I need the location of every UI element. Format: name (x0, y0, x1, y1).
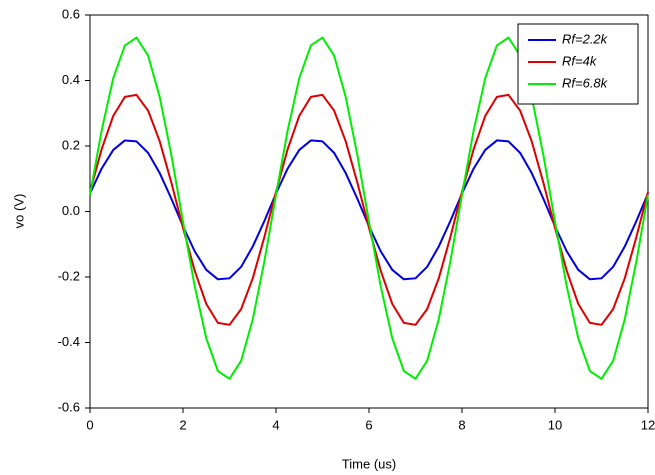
legend-box (517, 23, 639, 105)
y-tick-label: -0.2 (58, 268, 80, 283)
y-tick-label: 0.6 (62, 6, 80, 21)
x-tick-label: 12 (641, 417, 655, 432)
x-tick-label: 8 (458, 417, 465, 432)
x-tick-label: 6 (365, 417, 372, 432)
data-line (89, 93, 649, 326)
y-axis-title: vo (V) (11, 194, 26, 229)
y-tick-label: -0.6 (58, 399, 80, 414)
legend-label: Rf=2.2k (562, 31, 609, 46)
data-line (89, 36, 649, 380)
y-tick-label: -0.4 (58, 334, 80, 349)
y-tick-label: 0.4 (62, 72, 80, 87)
x-tick-label: 0 (86, 417, 93, 432)
x-tick-label: 2 (179, 417, 186, 432)
legend-label: Rf=6.8k (562, 75, 609, 90)
y-tick-label: 0.2 (62, 137, 80, 152)
legend-label: Rf=4k (562, 53, 598, 68)
x-tick-label: 4 (272, 417, 279, 432)
y-tick-label: 0.0 (62, 203, 80, 218)
x-axis-title: Time (us) (342, 456, 396, 471)
x-tick-label: 10 (548, 417, 562, 432)
